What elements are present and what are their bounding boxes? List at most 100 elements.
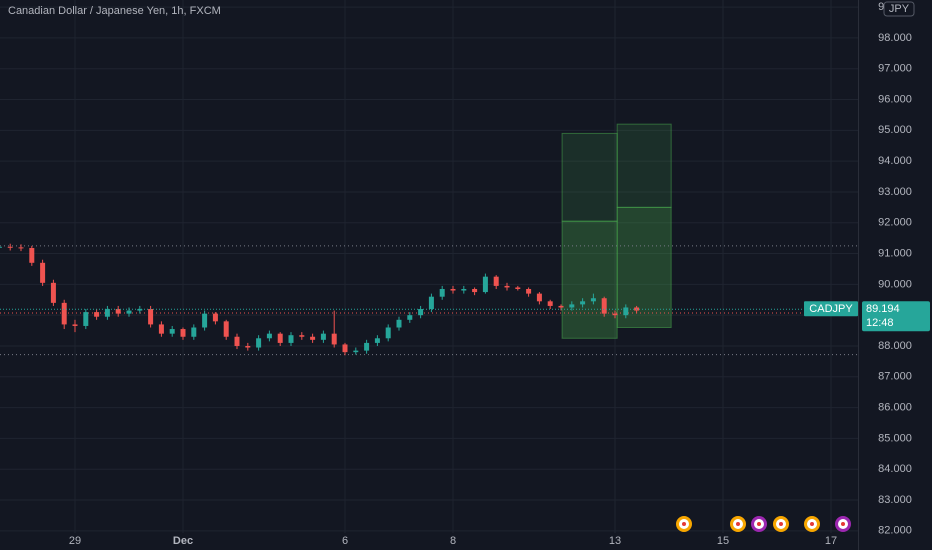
y-tick-label: 83.000	[878, 494, 912, 506]
candle-body	[94, 312, 100, 317]
currency-badge[interactable]	[883, 1, 915, 17]
event-icon-dot	[736, 522, 740, 526]
event-icons	[676, 516, 851, 532]
candle-body	[418, 309, 424, 316]
candle-body	[137, 309, 143, 311]
candle-body	[277, 333, 283, 343]
candle-body	[126, 310, 132, 314]
y-tick-label: 98.000	[878, 32, 912, 44]
target-zone	[616, 123, 672, 208]
candle-body	[439, 288, 445, 297]
y-tick-label: 93.000	[878, 186, 912, 198]
symbol-label-box	[804, 301, 858, 317]
candle-body	[580, 301, 586, 305]
x-tick-label: 15	[717, 535, 729, 547]
x-tick-label: 8	[450, 535, 456, 547]
x-tick-label: 6	[342, 535, 348, 547]
candle-body	[115, 309, 121, 314]
candle-body	[223, 321, 229, 337]
candle-body	[547, 301, 553, 306]
candle-body	[320, 333, 326, 340]
candle-body	[590, 298, 596, 302]
event-icon-dot	[779, 522, 783, 526]
candle-body	[385, 327, 391, 339]
grid	[0, 0, 858, 533]
chart-title: Canadian Dollar / Japanese Yen, 1h, FXCM	[8, 5, 221, 17]
countdown-label: 12:48	[866, 317, 894, 329]
candle-body	[482, 276, 488, 293]
y-tick-label: 91.000	[878, 247, 912, 259]
candle-body	[342, 344, 348, 353]
candle-body	[526, 288, 532, 294]
candle-body	[72, 324, 78, 326]
candle-body	[29, 248, 35, 263]
candle-body	[504, 285, 510, 288]
candle-body	[18, 247, 24, 249]
y-tick-label: 84.000	[878, 463, 912, 475]
candle-body	[50, 282, 56, 303]
y-tick-label: 94.000	[878, 155, 912, 167]
candle-body	[353, 350, 359, 353]
y-tick-label: 88.000	[878, 340, 912, 352]
x-tick-label: 17	[825, 535, 837, 547]
y-tick-label: 86.000	[878, 402, 912, 414]
candle-body	[472, 288, 478, 293]
candle-body	[310, 336, 316, 340]
y-tick-label: 97.000	[878, 63, 912, 75]
event-icon-dot	[810, 522, 814, 526]
candle-body	[0, 246, 2, 248]
event-icon-dot	[841, 522, 845, 526]
target-zone	[561, 132, 618, 222]
entry-zone	[561, 220, 618, 339]
candle-body	[266, 333, 272, 339]
candle-body	[364, 342, 370, 351]
candle-body	[202, 313, 208, 328]
x-tick-label: Dec	[173, 535, 193, 547]
candle-body	[299, 335, 305, 337]
y-tick-label: 95.000	[878, 124, 912, 136]
candle-body	[374, 338, 380, 343]
symbol-label: CADJPY	[809, 303, 853, 315]
candle-body	[7, 246, 13, 248]
candle-body	[191, 327, 197, 337]
y-tick-label: 82.000	[878, 525, 912, 537]
candle-body	[428, 296, 434, 310]
axes: 82.000 83.000 84.000 85.000 86.000 87.000 88.0…	[69, 1, 930, 547]
candle-body	[104, 309, 110, 317]
price-label-box	[862, 301, 930, 332]
candle-body	[180, 329, 186, 337]
x-tick-label: 29	[69, 535, 81, 547]
candle-body	[212, 313, 218, 322]
x-tick-label: 13	[609, 535, 621, 547]
candle-body	[40, 262, 46, 283]
y-tick-label: 92.000	[878, 217, 912, 229]
candle-body	[396, 319, 402, 328]
candle-body	[288, 335, 294, 343]
y-tick-label: 85.000	[878, 432, 912, 444]
candle-body	[623, 307, 629, 316]
candle-body	[493, 276, 499, 286]
candle-body	[515, 287, 521, 289]
candle-body	[61, 302, 67, 325]
candle-body	[558, 305, 564, 308]
price-label: 89.194	[866, 303, 900, 315]
candle-body	[407, 315, 413, 320]
candle-body	[461, 288, 467, 291]
candle-body	[158, 324, 164, 334]
candle-body	[234, 336, 240, 346]
y-tick-label: 96.000	[878, 93, 912, 105]
y-tick-label: 90.000	[878, 278, 912, 290]
candle-body	[169, 329, 175, 334]
candle-body	[148, 309, 154, 325]
event-icon-dot	[757, 522, 761, 526]
plot-area	[0, 123, 858, 356]
candle-body	[612, 313, 618, 316]
candle-body	[331, 333, 337, 345]
candle-body	[245, 345, 251, 348]
candle-body	[536, 293, 542, 302]
candle-body	[569, 304, 575, 308]
event-icon-dot	[682, 522, 686, 526]
candle-body	[83, 312, 89, 326]
